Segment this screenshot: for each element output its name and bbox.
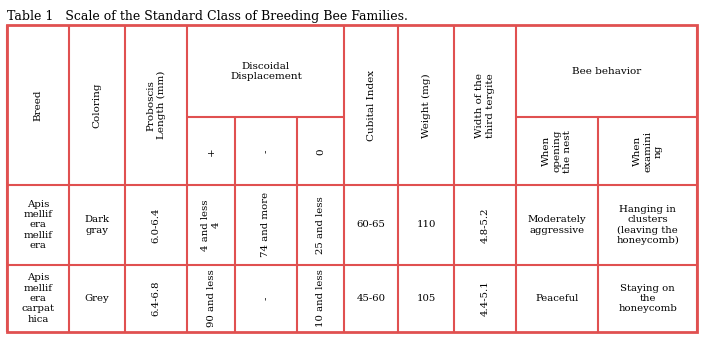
Text: Table 1   Scale of the Standard Class of Breeding Bee Families.: Table 1 Scale of the Standard Class of B… [7, 10, 408, 23]
Text: 110: 110 [416, 220, 436, 230]
Text: 6.0-6.4: 6.0-6.4 [152, 207, 161, 243]
Text: Bee behavior: Bee behavior [572, 67, 641, 76]
Text: 25 and less: 25 and less [316, 196, 325, 254]
Text: 0: 0 [316, 148, 325, 155]
Text: Cubital Index: Cubital Index [367, 69, 376, 141]
Text: Peaceful: Peaceful [536, 294, 579, 303]
Text: -: - [261, 149, 271, 153]
Text: 4.8-5.2: 4.8-5.2 [481, 207, 490, 243]
Text: Grey: Grey [85, 294, 109, 303]
Text: Dark
gray: Dark gray [85, 215, 109, 235]
Text: 4 and less
4: 4 and less 4 [201, 199, 221, 251]
Text: Coloring: Coloring [93, 82, 102, 128]
Text: When
opening
the nest: When opening the nest [543, 130, 572, 173]
Text: Width of the
third tergite: Width of the third tergite [475, 73, 495, 138]
Text: 10 and less: 10 and less [316, 270, 325, 327]
Text: Discoidal
Displacement: Discoidal Displacement [230, 62, 302, 81]
Text: 105: 105 [416, 294, 436, 303]
Text: Proboscis
Length (mm): Proboscis Length (mm) [147, 71, 166, 139]
Text: Apis
mellif
era
carpat
hica: Apis mellif era carpat hica [22, 273, 55, 324]
Text: 74 and more: 74 and more [261, 192, 271, 257]
Text: -: - [261, 297, 271, 300]
Text: 4.4-5.1: 4.4-5.1 [481, 281, 490, 316]
Text: Staying on
the
honeycomb: Staying on the honeycomb [618, 283, 677, 313]
Text: Breed: Breed [34, 89, 43, 121]
Text: Hanging in
clusters
(leaving the
honeycomb): Hanging in clusters (leaving the honeyco… [616, 205, 679, 245]
Text: +: + [207, 147, 216, 156]
Text: 60-65: 60-65 [357, 220, 386, 230]
Text: Moderately
aggressive: Moderately aggressive [528, 215, 587, 235]
Text: 90 and less: 90 and less [207, 270, 216, 327]
Text: 45-60: 45-60 [357, 294, 386, 303]
Text: Apis
mellif
era
mellif
era: Apis mellif era mellif era [24, 200, 53, 250]
Text: Weight (mg): Weight (mg) [421, 73, 430, 138]
Text: When
examini
ng: When examini ng [633, 131, 662, 172]
Text: 6.4-6.8: 6.4-6.8 [152, 281, 161, 316]
